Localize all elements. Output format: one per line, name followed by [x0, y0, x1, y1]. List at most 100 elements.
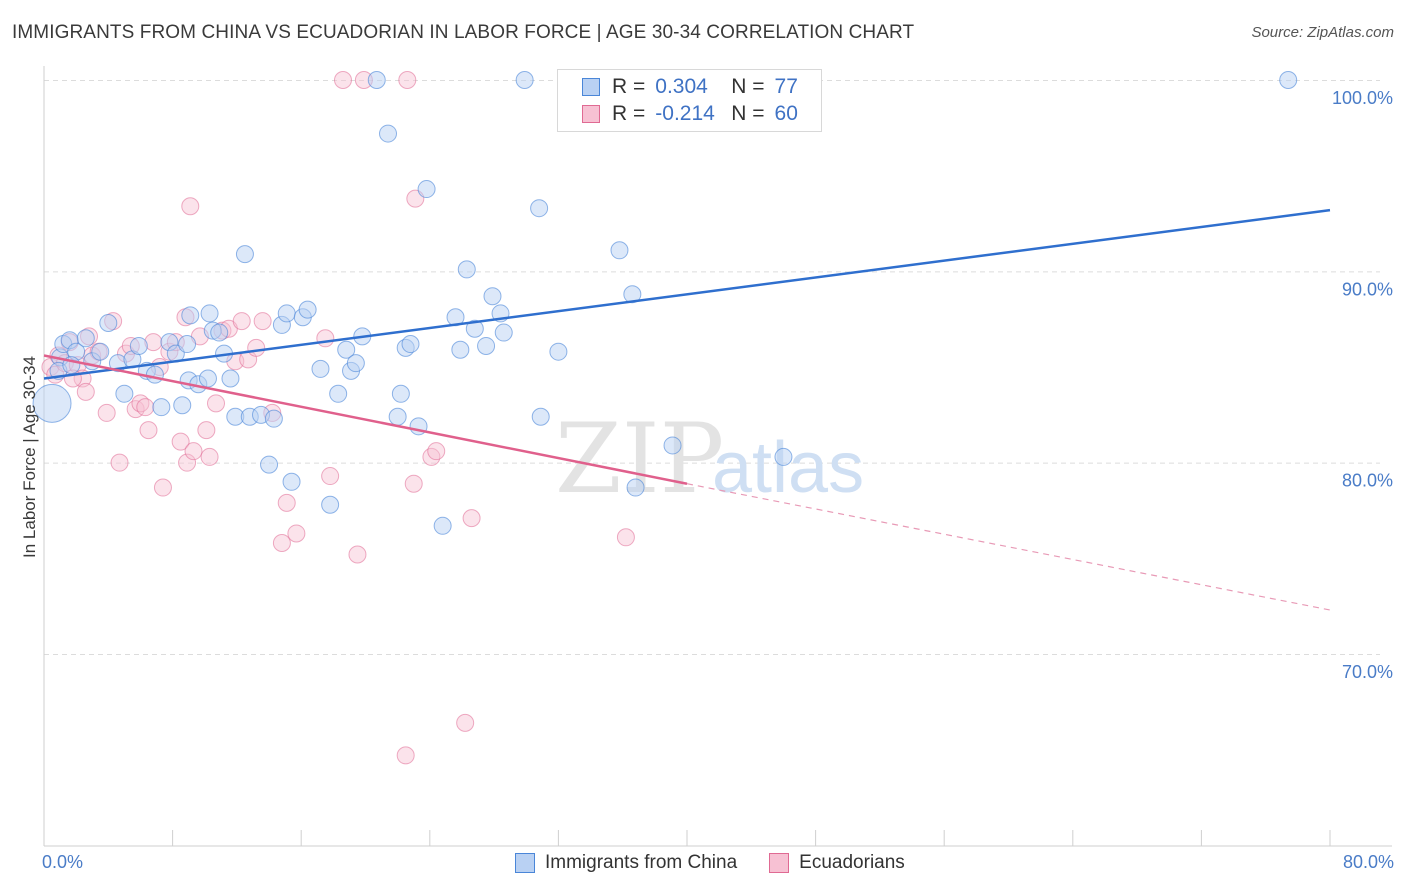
- ecuadorians-point: [348, 545, 367, 564]
- ecuadorians-point: [136, 398, 155, 417]
- china-point: [311, 359, 330, 378]
- ecuadorians-point: [184, 442, 203, 461]
- ecuadorians-point: [277, 493, 296, 512]
- china-point: [774, 447, 793, 466]
- trend-lines: [43, 208, 1331, 611]
- legend-r-label: R =: [612, 75, 646, 98]
- china-trend-line: [43, 208, 1331, 380]
- ecuadorians-point: [178, 453, 197, 472]
- legend-label-ecuador: Ecuadorians: [799, 852, 905, 873]
- legend-n-value-ecuador: 60: [774, 102, 798, 125]
- watermark: ZIP atlas: [555, 403, 864, 515]
- china-point: [623, 285, 642, 304]
- y-axis-label: In Labor Force | Age 30-34: [20, 356, 39, 558]
- china-point: [210, 323, 229, 342]
- stats-legend: R = 0.304 N = 77 R = -0.214 N = 60: [557, 69, 822, 132]
- ecuadorians-point: [197, 421, 216, 440]
- china-point: [494, 323, 513, 342]
- ecuadorians-point: [232, 312, 251, 331]
- ecuadorians-point: [181, 197, 200, 216]
- china-point: [152, 398, 171, 417]
- x-tick-label-max: 80.0%: [1342, 852, 1394, 872]
- china-point: [32, 383, 72, 423]
- china-point: [115, 384, 134, 403]
- ecuadorians-point: [153, 478, 172, 497]
- ecuadorians-point: [171, 432, 190, 451]
- legend-n-value-china: 77: [774, 75, 798, 98]
- ecuadorians-point: [253, 312, 272, 331]
- legend-row-china: R = 0.304 N = 77: [582, 74, 798, 100]
- legend-item-china: Immigrants from China: [515, 852, 737, 874]
- ecuadorians-point: [396, 746, 415, 765]
- ecuadorians-point: [97, 403, 116, 422]
- legend-label-china: Immigrants from China: [545, 852, 738, 873]
- china-point: [457, 260, 476, 279]
- china-point: [1279, 71, 1298, 89]
- legend-r-value-china: 0.304: [655, 75, 708, 98]
- china-point: [465, 319, 484, 338]
- china-point: [298, 300, 317, 319]
- ecuadorians-point: [616, 528, 635, 547]
- china-point: [200, 304, 219, 323]
- chart-title: IMMIGRANTS FROM CHINA VS ECUADORIAN IN L…: [12, 22, 915, 43]
- china-point: [530, 199, 549, 218]
- ecuadorians-point: [422, 447, 441, 466]
- china-point: [235, 245, 254, 264]
- china-point: [99, 313, 118, 332]
- china-point: [282, 472, 301, 491]
- china-point: [277, 304, 296, 323]
- china-point: [145, 365, 164, 384]
- ecuadorians-point: [404, 474, 423, 493]
- china-point: [221, 369, 240, 388]
- china-point: [198, 369, 217, 388]
- china-point: [264, 409, 283, 428]
- legend-n-label: N =: [731, 102, 765, 125]
- china-point: [388, 407, 407, 426]
- ecuadorians-point: [321, 467, 340, 486]
- legend-r-label: R =: [612, 102, 646, 125]
- china-point: [346, 354, 365, 373]
- ecuadorians-point: [456, 713, 475, 732]
- x-tick-label-min: 0.0%: [42, 852, 84, 872]
- ecuadorians-point: [200, 447, 219, 466]
- china-point: [626, 478, 645, 497]
- ecuadorians-point: [398, 71, 417, 89]
- y-tick-labels: 70.0% 80.0% 90.0% 100.0%: [1332, 88, 1393, 682]
- y-tick-label: 100.0%: [1332, 88, 1393, 108]
- china-point: [477, 336, 496, 355]
- china-point: [391, 384, 410, 403]
- y-tick-label: 70.0%: [1342, 662, 1393, 682]
- chart-source: Source: ZipAtlas.com: [1251, 24, 1394, 41]
- china-point: [329, 384, 348, 403]
- y-tick-label: 80.0%: [1342, 471, 1393, 491]
- ecuadorians-point: [427, 442, 446, 461]
- series-legend: Immigrants from China Ecuadorians: [515, 852, 937, 874]
- axes: [43, 66, 1392, 847]
- china-point: [367, 71, 386, 89]
- watermark-atlas: atlas: [712, 428, 864, 508]
- china-point: [173, 396, 192, 415]
- ecuadorians-point: [110, 453, 129, 472]
- china-point: [451, 340, 470, 359]
- china-point: [129, 336, 148, 355]
- china-point: [549, 342, 568, 361]
- legend-swatch-ecuador: [582, 105, 600, 123]
- china-point: [531, 407, 550, 426]
- legend-item-ecuador: Ecuadorians: [769, 852, 905, 874]
- china-point: [181, 306, 200, 325]
- legend-swatch-china: [582, 78, 600, 96]
- y-tick-label: 90.0%: [1342, 279, 1393, 299]
- legend-swatch-china: [515, 853, 535, 873]
- ecuadorians-point: [76, 382, 95, 401]
- ecuadorians-point: [287, 524, 306, 543]
- ecuadorians-point: [462, 509, 481, 528]
- china-point: [483, 287, 502, 306]
- ecuadorians-point: [316, 329, 335, 348]
- ecuadorians-point: [247, 338, 266, 357]
- china-point: [178, 335, 197, 354]
- china-point: [321, 495, 340, 514]
- china-point: [337, 340, 356, 359]
- china-point: [433, 516, 452, 535]
- watermark-zip: ZIP: [555, 403, 724, 515]
